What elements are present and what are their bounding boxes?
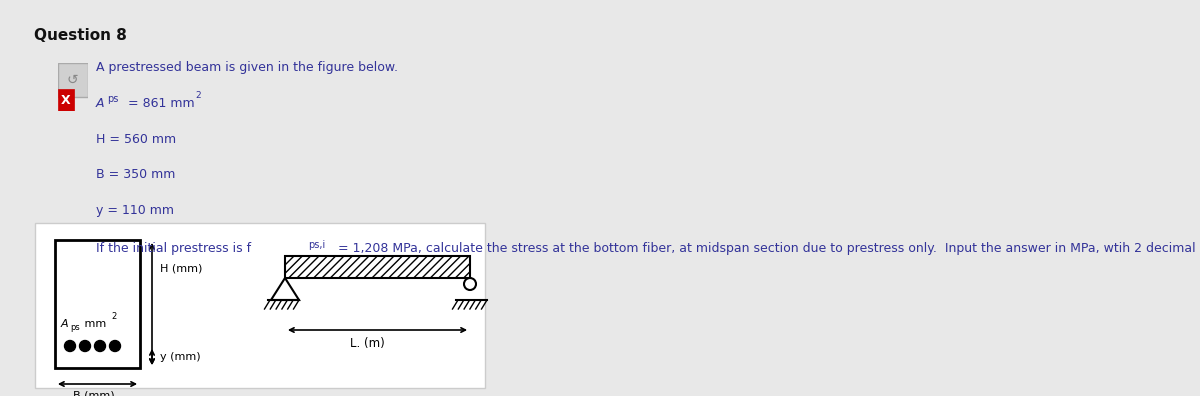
Text: L. (m): L. (m) (349, 337, 384, 350)
Bar (35, 223, 485, 388)
Circle shape (95, 341, 106, 352)
Circle shape (109, 341, 120, 352)
Bar (58, 89, 74, 111)
Text: mm: mm (82, 319, 107, 329)
Text: X: X (61, 94, 71, 107)
Text: If the initial prestress is f: If the initial prestress is f (96, 242, 251, 255)
Text: A: A (61, 319, 68, 329)
Text: ps,i: ps,i (308, 240, 325, 249)
Text: A: A (96, 97, 104, 110)
Bar (286, 256, 470, 278)
Text: B (mm): B (mm) (73, 391, 115, 396)
Polygon shape (271, 278, 299, 300)
Bar (58, 63, 88, 97)
Text: ps: ps (71, 324, 80, 333)
Text: y (mm): y (mm) (160, 352, 200, 362)
Text: 2: 2 (196, 91, 202, 100)
Text: y = 110 mm: y = 110 mm (96, 204, 174, 217)
Text: = 861 mm: = 861 mm (124, 97, 194, 110)
Text: ↺: ↺ (67, 73, 78, 87)
Text: 2: 2 (112, 312, 116, 321)
Text: H (mm): H (mm) (160, 263, 203, 273)
Text: A prestressed beam is given in the figure below.: A prestressed beam is given in the figur… (96, 61, 398, 74)
Text: ps: ps (107, 94, 118, 104)
Circle shape (65, 341, 76, 352)
Text: = 1,208 MPa, calculate the stress at the bottom fiber, at midspan section due to: = 1,208 MPa, calculate the stress at the… (334, 242, 1200, 255)
Text: H = 560 mm: H = 560 mm (96, 133, 176, 146)
Circle shape (79, 341, 90, 352)
Bar (55, 240, 140, 368)
Text: Question 8: Question 8 (34, 28, 126, 43)
Text: B = 350 mm: B = 350 mm (96, 168, 175, 181)
